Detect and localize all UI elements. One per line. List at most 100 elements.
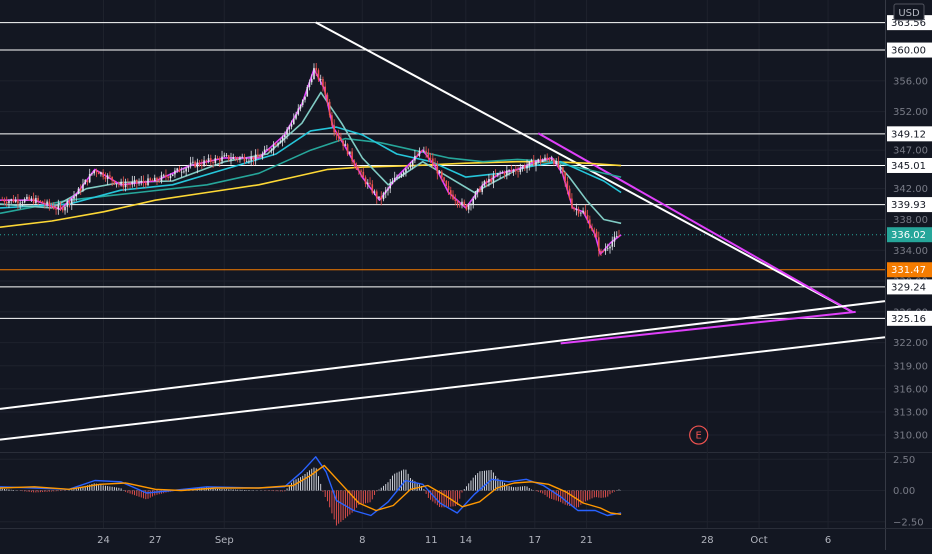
candle-body (82, 184, 84, 191)
time-tick-label: 8 (359, 535, 365, 546)
candle-body (26, 196, 28, 200)
level-price-tag[interactable] (887, 310, 932, 326)
earnings-marker-circle[interactable] (689, 425, 709, 445)
trendline[interactable] (0, 336, 886, 441)
candle-body (535, 161, 537, 166)
trendline[interactable] (315, 21, 853, 313)
trendline[interactable] (0, 300, 886, 410)
candle-body (198, 162, 201, 165)
level-price-tag[interactable] (887, 262, 932, 278)
currency-badge-box (893, 3, 925, 21)
candle-body (577, 209, 580, 214)
candle-body (512, 169, 515, 171)
candle-body (548, 158, 551, 161)
candle-body (100, 172, 102, 175)
candle-body (544, 157, 546, 161)
moving-average-line (0, 126, 622, 209)
candle-body (158, 180, 161, 182)
candle-body (526, 165, 528, 169)
oscillator-line (0, 456, 622, 517)
price-axis[interactable]: 310.00313.00316.00319.00322.00326.00330.… (887, 15, 932, 528)
candle-body (416, 155, 418, 157)
earnings-marker-label: E (696, 431, 702, 442)
candle-body (180, 171, 183, 173)
level-price-tag[interactable] (887, 126, 932, 142)
currency-badge[interactable]: USD (893, 3, 925, 21)
currency-label: USD (898, 8, 920, 19)
level-price-tag[interactable] (887, 279, 932, 295)
candle-body (53, 206, 55, 209)
candle-body (364, 177, 367, 185)
level-price-tag-label: 339.93 (891, 200, 926, 211)
time-axis[interactable]: 24 27 Sep 8 11 14 17 21 28 Oct 6 (97, 535, 831, 546)
trendline[interactable] (560, 310, 856, 345)
candle-body (221, 156, 223, 162)
candle-body (254, 154, 257, 161)
candle-body (149, 178, 152, 181)
candle-body (310, 79, 313, 83)
candle-body (358, 169, 360, 171)
candle-body (183, 171, 185, 173)
candle-body (375, 191, 378, 199)
event-markers[interactable]: E (689, 425, 709, 445)
candle-body (144, 182, 147, 186)
candle-body (201, 164, 203, 166)
candle-body (427, 152, 430, 159)
candle-body (537, 159, 540, 162)
level-price-tag-label: 345.01 (891, 161, 926, 172)
candle-body (449, 190, 452, 195)
candle-body (61, 207, 64, 211)
candle-body (281, 137, 284, 142)
level-price-tag[interactable] (887, 197, 932, 213)
candle-body (102, 172, 104, 178)
candle-body (129, 184, 131, 186)
candle-body (14, 199, 17, 203)
candle-body (485, 180, 488, 183)
candle-body (165, 174, 167, 177)
candle-body (261, 153, 264, 158)
time-tick-label: 6 (825, 535, 831, 546)
candle-body (479, 188, 481, 192)
candle-body (55, 208, 57, 210)
candle-body (196, 162, 199, 168)
candle-body (64, 206, 66, 211)
candle-body (557, 160, 560, 168)
candle-body (319, 79, 322, 80)
candle-body (470, 204, 472, 206)
candle-body (438, 171, 441, 174)
candle-body (420, 150, 423, 152)
candle-body (443, 177, 445, 181)
candle-body (582, 210, 584, 213)
candle-body (575, 209, 578, 210)
last-price-tag[interactable] (887, 227, 932, 243)
candle-body (613, 236, 616, 242)
candle-body (604, 248, 607, 252)
candle-body (266, 149, 268, 151)
candle-body (39, 200, 42, 202)
oscillator-tick-label: 2.50 (893, 455, 915, 466)
time-tick-label: Sep (215, 535, 234, 546)
candle-body (118, 183, 120, 185)
candle-body (147, 178, 149, 186)
candle-body (151, 180, 154, 182)
candle-body (344, 144, 347, 146)
candle-body (272, 144, 275, 150)
candle-body (115, 183, 118, 185)
oscillator-tick-label: −2.50 (893, 517, 924, 528)
candle-body (573, 207, 575, 210)
level-price-tag[interactable] (887, 157, 932, 173)
candle-body (156, 177, 158, 181)
candle-body (122, 181, 125, 188)
candle-body (46, 201, 48, 205)
level-price-tag[interactable] (887, 42, 932, 58)
candle-body (210, 158, 212, 162)
candle-body (434, 163, 436, 165)
candle-body (425, 150, 427, 153)
price-tick-label: 334.00 (893, 246, 928, 257)
candle-body (391, 181, 394, 185)
candle-body (10, 199, 13, 201)
candle-body (503, 172, 506, 175)
candle-body (539, 159, 542, 162)
